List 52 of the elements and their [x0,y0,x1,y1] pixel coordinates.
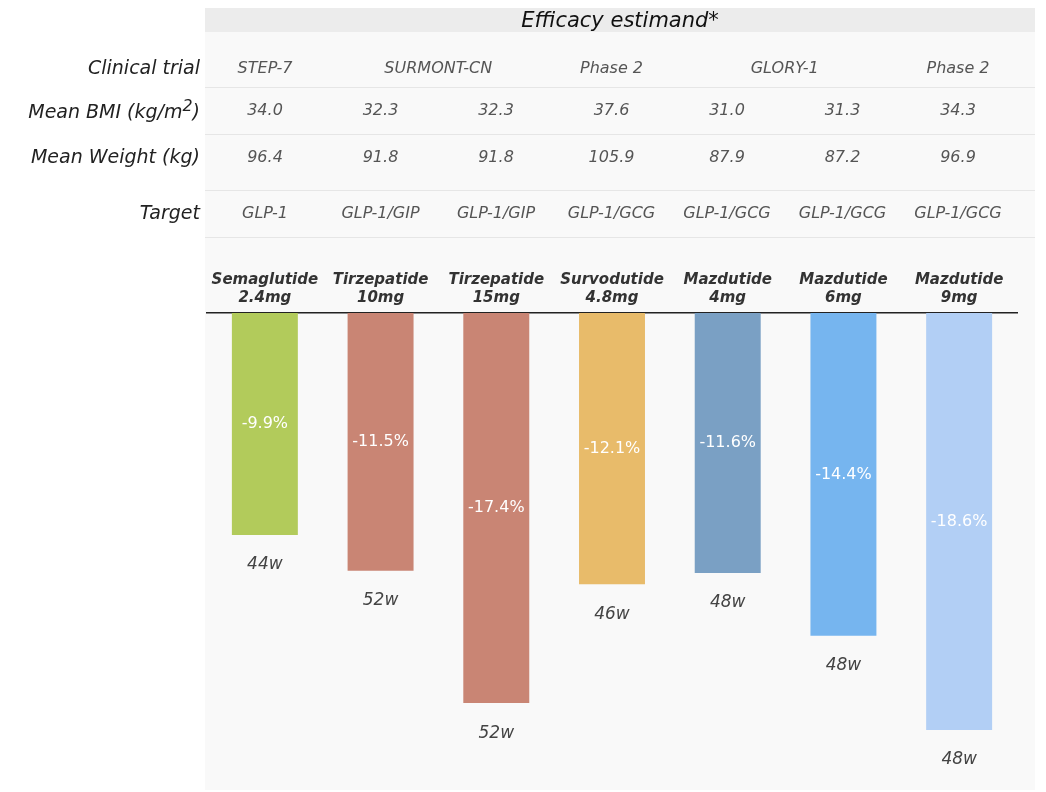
text: 91.8 [362,146,399,166]
text: 96.9 [940,146,976,166]
text: 105.9 [588,146,635,166]
annotation: 48w [825,654,862,675]
x-tick-label: Tirzepatide 15mg [448,269,545,306]
category-label: Mean Weight (kg) [30,145,200,167]
text: GLORY-1 [750,57,819,77]
text: 91.8 [478,146,514,166]
x-tick-label: Mazdutide 4mg [683,269,772,306]
text: 34.0 [247,99,283,119]
x-tick-label: Tirzepatide 10mg [332,269,429,306]
data-label: -11.5% [352,431,409,451]
data-label: -11.6% [699,432,757,452]
data-label: -17.4% [467,497,525,517]
text: 96.4 [247,146,283,166]
text: GLP-1/GIP [341,202,420,222]
category-label: Target [139,201,200,223]
data-label: -18.6% [930,510,988,530]
text: STEP-7 [237,57,293,77]
text: Efficacy estimand* [205,8,1035,32]
text: 32.3 [362,99,399,119]
annotation: 48w [941,748,977,769]
annotation: 52w [362,589,399,610]
text: 32.3 [478,99,514,119]
x-tick-label: Survodutide 4.8mg [560,269,664,306]
text: Phase 2 [926,57,990,77]
data-label: -14.4% [815,463,872,483]
text: GLP-1/GCG [798,202,887,222]
data-label: -12.1% [583,437,641,457]
x-tick-label: Mazdutide 9mg [914,269,1004,306]
annotation: 46w [594,602,630,623]
category-label: Clinical trial [87,56,200,78]
text: Phase 2 [579,57,644,77]
x-tick-label: Semaglutide 2.4mg [211,269,319,306]
text: GLP-1/GCG [683,202,771,222]
x-tick-label: Mazdutide 6mg [799,269,888,306]
text: GLP-1 [241,202,289,222]
text: SURMONT-CN [384,57,493,77]
data-label: -9.9% [241,413,289,433]
annotation: 52w [478,721,515,742]
annotation: 48w [709,591,746,612]
text: 31.0 [709,99,745,119]
text: GLP-1/GCG [567,202,656,222]
text: 34.3 [940,99,976,119]
text: 37.6 [593,99,630,119]
text: GLP-1/GCG [914,202,1002,222]
text: 87.2 [824,146,861,166]
text: 87.9 [709,146,745,166]
text: 31.3 [824,99,861,119]
text: GLP-1/GIP [456,202,536,222]
category-label: Mean BMI (kg/m$^{2}$) [28,95,200,123]
annotation: 44w [247,553,283,574]
